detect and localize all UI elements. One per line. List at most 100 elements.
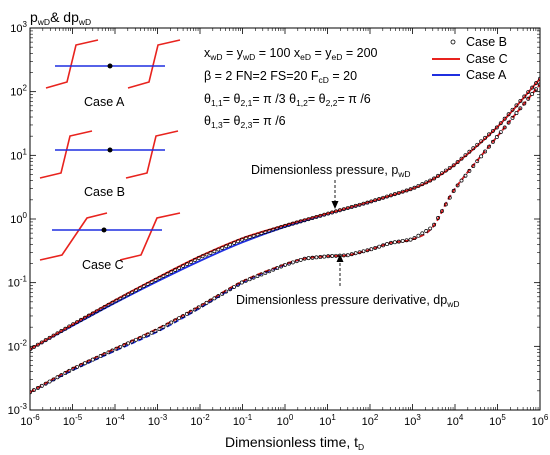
param-line-4: θ1,3= θ2,3= π /6 xyxy=(204,114,286,130)
series-point xyxy=(451,163,456,168)
series-point xyxy=(416,233,421,238)
param-line-3: θ1,1= θ2,1= π /3 θ1,2= θ2,2= π /6 xyxy=(204,92,371,108)
series-point xyxy=(169,269,174,274)
y-tick-label: 10-1 xyxy=(8,275,28,290)
series-point xyxy=(279,264,284,269)
x-axis-label: Dimensionless time, tD xyxy=(225,434,364,452)
series-point xyxy=(471,164,476,168)
inset-case-a-fracture-right xyxy=(127,39,181,89)
series-point xyxy=(290,260,295,265)
series-point xyxy=(396,190,401,195)
series-point xyxy=(173,267,178,272)
series-point xyxy=(220,245,225,250)
series-point xyxy=(459,178,464,183)
series-point xyxy=(447,195,452,200)
series-point xyxy=(30,390,32,395)
series-point xyxy=(479,154,484,159)
series-point xyxy=(302,218,307,223)
series-point xyxy=(90,357,95,362)
series-point xyxy=(522,94,527,99)
series-point xyxy=(126,292,131,297)
y-tick-label: 102 xyxy=(10,84,27,99)
series-point xyxy=(43,381,48,386)
series-point xyxy=(471,146,476,151)
legend-marker-case-b xyxy=(450,39,456,45)
series-point xyxy=(157,327,162,331)
series-point xyxy=(416,183,421,188)
series-point xyxy=(502,116,507,121)
series-point xyxy=(522,101,527,106)
x-tick-label: 102 xyxy=(362,413,379,428)
series-point xyxy=(310,216,315,220)
series-point xyxy=(255,232,260,237)
series-point xyxy=(232,285,236,289)
series-point xyxy=(432,222,437,227)
series-point xyxy=(220,291,225,296)
series-point xyxy=(463,153,468,158)
x-tick-label: 105 xyxy=(489,413,506,428)
series-point xyxy=(184,311,189,316)
series-point xyxy=(412,236,417,241)
series-point xyxy=(463,173,468,178)
series-point xyxy=(106,302,111,307)
series-point xyxy=(71,366,76,371)
series-point xyxy=(161,273,166,278)
x-tick-label: 10-5 xyxy=(63,413,83,428)
series-point xyxy=(188,260,193,264)
series-point xyxy=(286,222,291,227)
x-tick-label: 10-4 xyxy=(105,413,125,428)
series-point xyxy=(263,230,268,235)
y-tick-label: 101 xyxy=(10,147,27,162)
series-point xyxy=(75,364,80,369)
series-point xyxy=(314,255,319,260)
series-point xyxy=(259,231,264,236)
series-point xyxy=(94,355,99,360)
series-point xyxy=(377,244,382,249)
series-point xyxy=(82,361,87,366)
series-point xyxy=(137,336,142,340)
series-point xyxy=(420,231,425,236)
series-case-b-derivative xyxy=(30,82,540,395)
series-point xyxy=(475,142,480,147)
series-point xyxy=(361,249,366,254)
series-point xyxy=(385,194,389,199)
series-point xyxy=(141,284,146,289)
series-point xyxy=(51,377,56,382)
series-point xyxy=(334,209,338,214)
series-point xyxy=(428,178,433,183)
series-point xyxy=(361,201,366,206)
series-point xyxy=(267,228,272,233)
series-point xyxy=(130,290,134,295)
series-point xyxy=(255,274,260,278)
series-point xyxy=(459,156,464,161)
series-point xyxy=(267,269,272,274)
series-point xyxy=(86,313,91,318)
series-point xyxy=(102,352,107,357)
series-point xyxy=(283,223,287,228)
series-point xyxy=(212,296,217,301)
series-point xyxy=(408,237,413,242)
series-point xyxy=(436,173,440,178)
series-point xyxy=(35,386,40,390)
series-point xyxy=(275,266,280,271)
series-point xyxy=(235,282,240,287)
series-point xyxy=(345,206,350,211)
series-point xyxy=(133,337,138,342)
series-point xyxy=(436,215,440,220)
inset-case-c-fracture-right xyxy=(119,212,181,261)
inset-case-c-label: Case C xyxy=(82,258,124,272)
series-point xyxy=(232,240,236,245)
series-point xyxy=(381,195,386,200)
series-point xyxy=(263,270,268,275)
series-point xyxy=(251,233,256,238)
series-point xyxy=(506,112,511,117)
plot-frame xyxy=(29,27,541,411)
series-point xyxy=(275,226,280,231)
series-point xyxy=(388,240,393,245)
y-tick-label: 10-3 xyxy=(8,402,28,417)
series-point xyxy=(271,227,276,232)
series-point xyxy=(341,207,346,212)
series-point xyxy=(381,243,386,248)
series-point xyxy=(63,371,68,375)
series-point xyxy=(467,168,472,173)
